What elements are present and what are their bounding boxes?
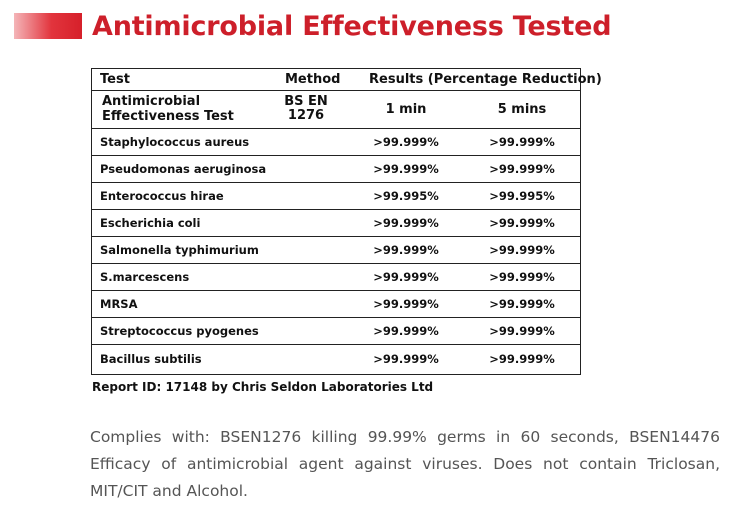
table-row: Staphylococcus aureus >99.999% >99.999% (92, 128, 580, 156)
result-1min: >99.999% (373, 351, 439, 366)
result-5min: >99.999% (489, 134, 555, 149)
organism-name: Salmonella typhimurium (100, 242, 259, 257)
result-5min: >99.999% (489, 269, 555, 284)
table-row: MRSA >99.999% >99.999% (92, 290, 580, 318)
result-5min: >99.999% (489, 323, 555, 338)
subheader-1min: 1 min (385, 101, 427, 117)
report-id: Report ID: 17148 by Chris Seldon Laborat… (92, 380, 434, 394)
table-header-row: Test Method Results (Percentage Reductio… (92, 69, 602, 91)
subheader-method: BS EN 1276 (278, 95, 334, 123)
result-5min: >99.999% (489, 296, 555, 311)
organism-name: Enterococcus hirae (100, 188, 224, 203)
result-1min: >99.995% (373, 188, 439, 203)
title-block: Antimicrobial Effectiveness Tested (14, 8, 612, 44)
result-5min: >99.999% (489, 351, 555, 366)
result-1min: >99.999% (373, 323, 439, 338)
table-row: Escherichia coli >99.999% >99.999% (92, 209, 580, 237)
page-title: Antimicrobial Effectiveness Tested (92, 10, 612, 42)
subheader-test: Antimicrobial Effectiveness Test (102, 94, 234, 124)
result-5min: >99.999% (489, 215, 555, 230)
result-5min: >99.995% (489, 188, 555, 203)
result-5min: >99.999% (489, 161, 555, 176)
organism-name: S.marcescens (100, 269, 190, 284)
subheader-method-line1: BS EN (284, 94, 328, 109)
subheader-test-line1: Antimicrobial (102, 94, 201, 109)
result-1min: >99.999% (373, 296, 439, 311)
table-row: Bacillus subtilis >99.999% >99.999% (92, 344, 580, 373)
table-subheader-row: Antimicrobial Effectiveness Test BS EN 1… (92, 90, 580, 129)
organism-name: Bacillus subtilis (100, 351, 202, 366)
header-method: Method (285, 72, 341, 87)
subheader-5min: 5 mins (497, 101, 547, 117)
header-results: Results (Percentage Reduction) (369, 72, 602, 87)
table-row: Salmonella typhimurium >99.999% >99.999% (92, 236, 580, 264)
title-accent-bar (14, 13, 82, 39)
result-5min: >99.999% (489, 242, 555, 257)
organism-name: MRSA (100, 296, 138, 311)
result-1min: >99.999% (373, 242, 439, 257)
result-1min: >99.999% (373, 215, 439, 230)
subheader-method-line2: 1276 (287, 108, 325, 123)
subheader-test-line2: Effectiveness Test (102, 109, 234, 124)
result-1min: >99.999% (373, 134, 439, 149)
result-1min: >99.999% (373, 161, 439, 176)
organism-name: Staphylococcus aureus (100, 134, 250, 149)
organism-name: Streptococcus pyogenes (100, 323, 259, 338)
table-row: Streptococcus pyogenes >99.999% >99.999% (92, 317, 580, 345)
organism-name: Escherichia coli (100, 215, 201, 230)
header-test: Test (100, 72, 130, 87)
organism-name: Pseudomonas aeruginosa (100, 161, 267, 176)
table-row: Pseudomonas aeruginosa >99.999% >99.999% (92, 155, 580, 183)
table-row: Enterococcus hirae >99.995% >99.995% (92, 182, 580, 210)
result-1min: >99.999% (373, 269, 439, 284)
results-table: Test Method Results (Percentage Reductio… (91, 68, 602, 375)
table-row: S.marcescens >99.999% >99.999% (92, 263, 580, 291)
complies-text: Complies with: BSEN1276 killing 99.99% g… (90, 428, 720, 500)
